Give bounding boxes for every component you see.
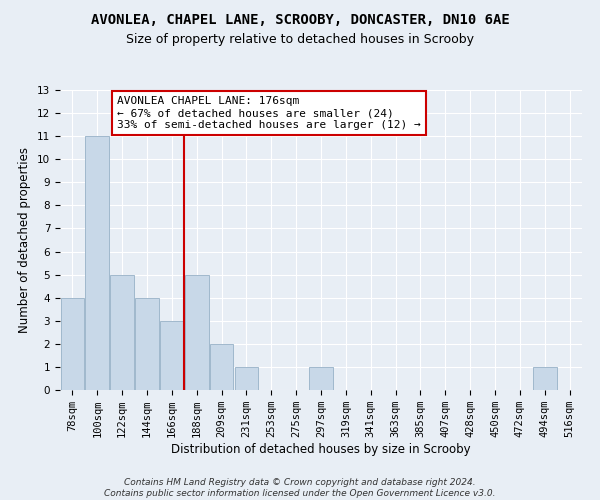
Bar xyxy=(110,274,134,390)
Text: Contains HM Land Registry data © Crown copyright and database right 2024.
Contai: Contains HM Land Registry data © Crown c… xyxy=(104,478,496,498)
Y-axis label: Number of detached properties: Number of detached properties xyxy=(19,147,31,333)
X-axis label: Distribution of detached houses by size in Scrooby: Distribution of detached houses by size … xyxy=(171,443,471,456)
Text: AVONLEA, CHAPEL LANE, SCROOBY, DONCASTER, DN10 6AE: AVONLEA, CHAPEL LANE, SCROOBY, DONCASTER… xyxy=(91,12,509,26)
Text: AVONLEA CHAPEL LANE: 176sqm
← 67% of detached houses are smaller (24)
33% of sem: AVONLEA CHAPEL LANE: 176sqm ← 67% of det… xyxy=(117,96,421,130)
Bar xyxy=(85,136,109,390)
Bar xyxy=(160,321,184,390)
Bar xyxy=(61,298,84,390)
Bar xyxy=(309,367,333,390)
Bar xyxy=(210,344,233,390)
Bar xyxy=(185,274,209,390)
Bar xyxy=(135,298,159,390)
Text: Size of property relative to detached houses in Scrooby: Size of property relative to detached ho… xyxy=(126,32,474,46)
Bar xyxy=(235,367,258,390)
Bar xyxy=(533,367,557,390)
